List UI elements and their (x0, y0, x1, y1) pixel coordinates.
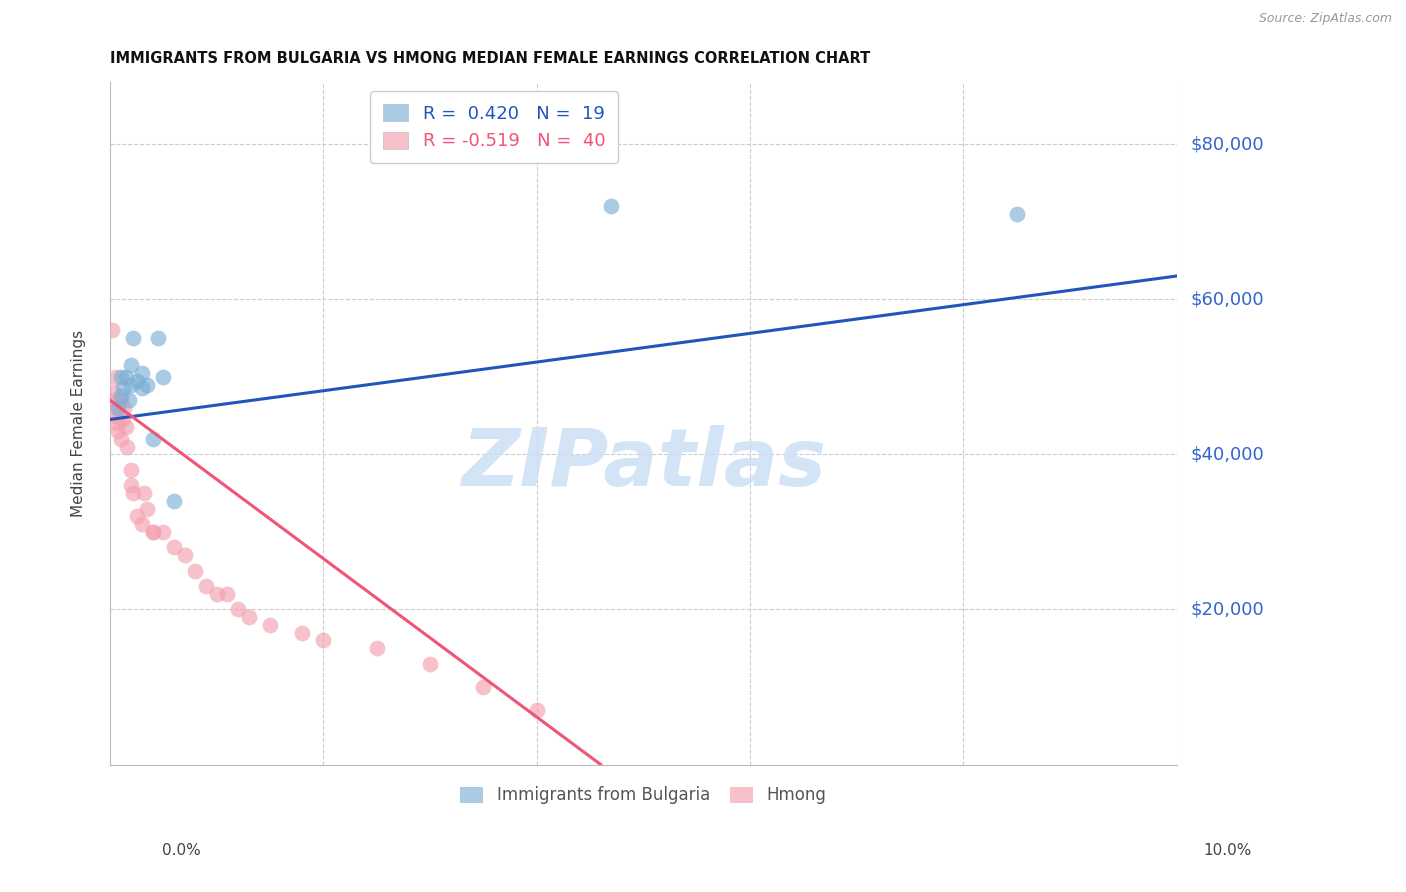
Point (115, 420, 138, 434)
Text: $80,000: $80,000 (1191, 136, 1264, 153)
Point (118, 392, 141, 407)
Point (111, 412, 134, 426)
Point (101, 385, 124, 400)
Point (366, 641, 388, 656)
Point (112, 401, 135, 415)
Point (141, 432, 163, 446)
Point (472, 680, 495, 694)
Text: ZIPatlas: ZIPatlas (461, 425, 825, 503)
Point (105, 369, 128, 384)
Point (238, 610, 260, 624)
Text: $20,000: $20,000 (1191, 600, 1264, 618)
Point (103, 392, 125, 407)
Point (205, 587, 228, 601)
Point (184, 564, 207, 578)
Point (146, 331, 169, 345)
Point (110, 392, 132, 407)
Point (419, 657, 441, 671)
Point (141, 524, 163, 539)
Point (122, 331, 145, 345)
Point (131, 366, 153, 380)
Point (141, 524, 163, 539)
Point (312, 633, 335, 648)
Point (115, 440, 138, 454)
Point (107, 401, 129, 415)
Point (110, 432, 132, 446)
Text: $40,000: $40,000 (1191, 445, 1264, 463)
Legend: Immigrants from Bulgaria, Hmong: Immigrants from Bulgaria, Hmong (450, 776, 837, 814)
Point (131, 517, 153, 532)
Point (163, 494, 186, 508)
Point (125, 374, 148, 388)
Point (108, 409, 131, 423)
Point (104, 397, 127, 411)
Point (132, 486, 155, 500)
Text: IMMIGRANTS FROM BULGARIA VS HMONG MEDIAN FEMALE EARNINGS CORRELATION CHART: IMMIGRANTS FROM BULGARIA VS HMONG MEDIAN… (110, 51, 870, 66)
Point (101, 323, 124, 337)
Point (122, 486, 145, 500)
Point (526, 703, 548, 717)
Point (111, 381, 134, 395)
Point (110, 389, 132, 403)
Point (120, 377, 142, 392)
Point (136, 377, 159, 392)
Point (291, 625, 314, 640)
Point (173, 548, 195, 562)
Point (217, 587, 239, 601)
Point (110, 369, 132, 384)
Point (152, 524, 174, 539)
Point (163, 541, 186, 555)
Point (120, 478, 142, 492)
Point (152, 369, 174, 384)
Point (600, 199, 623, 213)
Text: 10.0%: 10.0% (1204, 843, 1251, 858)
Point (115, 369, 138, 384)
Point (105, 417, 128, 431)
Point (120, 463, 142, 477)
Point (125, 509, 148, 524)
Text: 0.0%: 0.0% (162, 843, 201, 858)
Point (104, 409, 127, 423)
Point (226, 602, 249, 616)
Point (1005, 207, 1028, 221)
Text: $60,000: $60,000 (1191, 290, 1264, 309)
Point (120, 358, 142, 372)
Point (194, 579, 217, 593)
Point (131, 381, 153, 395)
Text: Source: ZipAtlas.com: Source: ZipAtlas.com (1258, 12, 1392, 25)
Y-axis label: Median Female Earnings: Median Female Earnings (72, 330, 86, 516)
Point (136, 501, 159, 516)
Point (107, 424, 129, 438)
Point (259, 618, 281, 632)
